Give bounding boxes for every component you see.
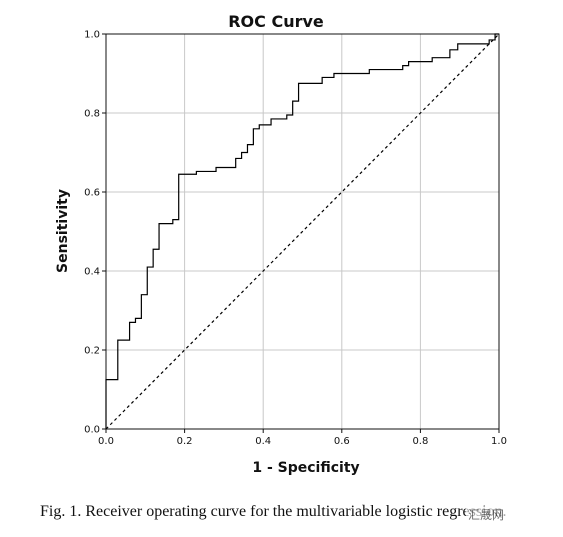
x-axis-label: 1 - Specificity <box>252 460 359 476</box>
y-tick-label: 0.0 <box>84 425 100 436</box>
x-tick-label: 0.6 <box>334 436 350 447</box>
y-tick-label: 0.2 <box>84 346 100 357</box>
x-tick-label: 0.8 <box>412 436 428 447</box>
reference-diagonal-line <box>105 33 500 430</box>
roc-chart: ROC Curve 0.0 0.2 0.4 0.6 0.8 1.0 0.00.20.40.… <box>55 12 507 476</box>
x-tick-label: 1.0 <box>491 436 507 447</box>
y-tick-label: 0.8 <box>84 109 100 120</box>
figure-caption: Fig. 1. Receiver operating curve for the… <box>40 503 507 520</box>
x-tick-label: 0.2 <box>177 436 193 447</box>
series-layer <box>105 33 500 430</box>
x-tick-label: 0.0 <box>98 436 114 447</box>
roc-curve-line <box>105 33 499 429</box>
y-tick-label: 0.4 <box>84 267 100 278</box>
x-tick-label: 0.4 <box>255 436 271 447</box>
grid-lines <box>106 34 499 429</box>
y-tick-label: 0.6 <box>84 188 100 199</box>
x-axis-ticks: 0.0 0.2 0.4 0.6 0.8 1.0 <box>98 429 507 447</box>
watermark-text: 汇晟网 <box>466 506 507 523</box>
chart-title: ROC Curve <box>228 12 324 31</box>
y-axis-label: Sensitivity <box>55 189 71 273</box>
y-axis-ticks: 0.0 0.2 0.4 0.6 0.8 1.0 <box>84 30 106 436</box>
y-tick-label: 1.0 <box>84 30 100 41</box>
plot-area <box>105 33 500 430</box>
